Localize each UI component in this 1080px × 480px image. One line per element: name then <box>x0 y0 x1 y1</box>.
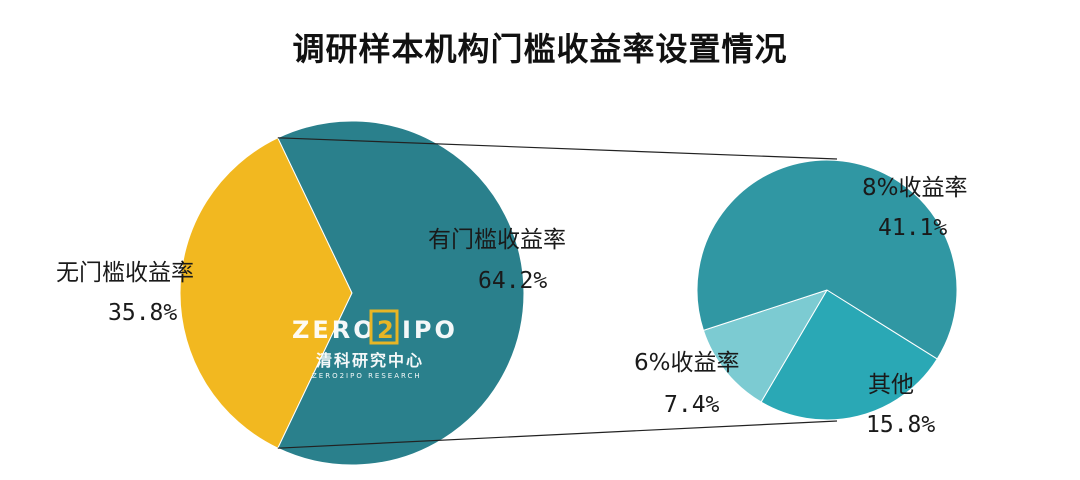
watermark-brand-right: IPO <box>402 316 458 344</box>
slice-six-pct <box>702 289 829 403</box>
value-eight-pct: 41.1% <box>878 215 947 241</box>
watermark-chinese: 清科研究中心 <box>316 351 424 370</box>
main-pie <box>179 120 525 466</box>
label-six-pct: 6%收益率 <box>634 350 740 376</box>
connector-bottom <box>277 420 838 449</box>
label-no-threshold: 无门槛收益率 <box>56 260 194 286</box>
slice-eight-pct <box>696 159 958 360</box>
slice-no-threshold <box>179 137 353 449</box>
connector-lines <box>277 137 838 449</box>
value-threshold: 64.2% <box>478 268 547 294</box>
watermark-brand-left: ZERO <box>292 316 377 344</box>
watermark-english: ZERO2IPO RESEARCH <box>312 372 422 380</box>
connector-top <box>277 137 838 160</box>
value-no-threshold: 35.8% <box>108 300 177 326</box>
label-other: 其他 <box>868 372 914 398</box>
watermark-box <box>369 309 399 345</box>
zero2ipo-watermark: ZERO 2 IPO 清科研究中心 ZERO2IPO RESEARCH <box>292 309 458 380</box>
label-threshold: 有门槛收益率 <box>428 227 566 253</box>
chart-title: 调研样本机构门槛收益率设置情况 <box>292 30 788 68</box>
value-six-pct: 7.4% <box>664 392 720 418</box>
sub-pie <box>696 159 958 421</box>
watermark-brand-mid: 2 <box>377 316 397 344</box>
label-eight-pct: 8%收益率 <box>862 175 968 201</box>
slice-threshold <box>277 120 525 466</box>
slice-other <box>760 289 938 421</box>
value-other: 15.8% <box>866 412 935 438</box>
